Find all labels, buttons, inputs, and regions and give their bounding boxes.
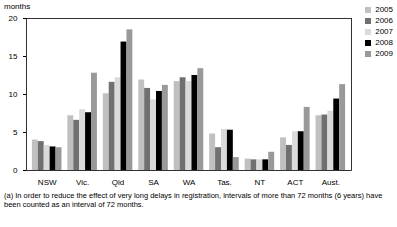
svg-text:15: 15 — [9, 52, 18, 61]
html-text:(a) In order to reduce the eff: (a) In order to reduce the effect of ver… — [4, 191, 383, 209]
svg-text:20: 20 — [9, 14, 18, 23]
html-text:2005: 2005 — [375, 5, 393, 14]
html-text:2008: 2008 — [375, 38, 393, 47]
svg-text:ACT: ACT — [287, 178, 303, 187]
svg-text:NT: NT — [255, 178, 266, 187]
svg-text:0: 0 — [13, 166, 18, 175]
svg-text:Tas.: Tas. — [217, 178, 232, 187]
svg-text:10: 10 — [9, 90, 18, 99]
html-text:2009: 2009 — [375, 49, 393, 58]
html-text:2006: 2006 — [375, 16, 393, 25]
svg-text:NSW: NSW — [38, 178, 57, 187]
svg-text:WA: WA — [183, 178, 196, 187]
svg-text:SA: SA — [148, 178, 159, 187]
svg-text:Vic.: Vic. — [76, 178, 89, 187]
svg-text:Qld: Qld — [112, 178, 124, 187]
svg-text:Aust.: Aust. — [322, 178, 340, 187]
html-text:months: months — [4, 2, 31, 11]
svg-text:5: 5 — [13, 128, 18, 137]
html-text:2007: 2007 — [375, 27, 393, 36]
